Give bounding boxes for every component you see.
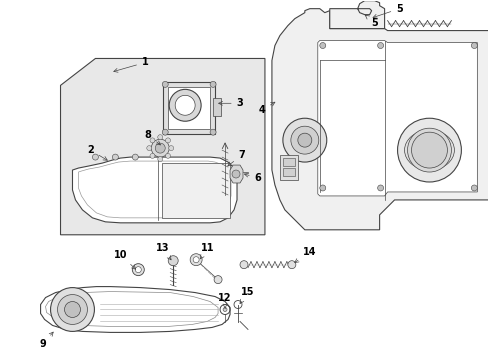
Circle shape	[407, 128, 450, 172]
Circle shape	[151, 139, 169, 157]
Bar	[283, 158, 294, 166]
Bar	[162, 163, 229, 218]
Ellipse shape	[404, 130, 453, 170]
Circle shape	[210, 129, 216, 135]
Circle shape	[190, 254, 202, 266]
Text: 11: 11	[200, 243, 214, 259]
Circle shape	[135, 267, 141, 273]
Circle shape	[158, 135, 163, 140]
Bar	[283, 168, 294, 176]
Circle shape	[112, 154, 118, 160]
Circle shape	[168, 146, 173, 150]
Circle shape	[210, 81, 216, 87]
Circle shape	[319, 42, 325, 49]
Circle shape	[150, 153, 155, 158]
Circle shape	[193, 257, 199, 263]
Circle shape	[168, 256, 178, 266]
Circle shape	[290, 126, 318, 154]
Polygon shape	[229, 165, 243, 183]
Circle shape	[158, 157, 163, 162]
Circle shape	[175, 95, 195, 115]
Text: 8: 8	[144, 130, 160, 145]
Bar	[163, 82, 215, 134]
Circle shape	[64, 302, 81, 318]
Text: 14: 14	[294, 247, 316, 262]
Circle shape	[232, 170, 240, 178]
Circle shape	[162, 81, 168, 87]
Text: 5: 5	[365, 15, 377, 28]
Polygon shape	[317, 41, 476, 196]
Circle shape	[283, 118, 326, 162]
Circle shape	[169, 89, 201, 121]
Text: 3: 3	[218, 98, 243, 108]
Circle shape	[162, 129, 168, 135]
Text: 5: 5	[372, 4, 402, 18]
Polygon shape	[72, 157, 237, 223]
Circle shape	[470, 185, 476, 191]
Circle shape	[377, 42, 383, 49]
Text: 10: 10	[113, 250, 136, 269]
Polygon shape	[41, 287, 229, 332]
Bar	[213, 98, 221, 116]
Polygon shape	[329, 1, 384, 28]
Bar	[279, 155, 297, 180]
Circle shape	[240, 261, 247, 269]
Text: 4: 4	[258, 102, 274, 115]
Circle shape	[319, 185, 325, 191]
Circle shape	[58, 294, 87, 324]
Text: 13: 13	[155, 243, 171, 260]
Circle shape	[146, 146, 151, 150]
Text: 6: 6	[244, 173, 261, 183]
Circle shape	[150, 138, 155, 143]
Circle shape	[223, 307, 226, 311]
Circle shape	[155, 143, 165, 153]
Text: 1: 1	[114, 58, 148, 72]
Text: 12: 12	[218, 293, 231, 308]
Polygon shape	[271, 9, 488, 230]
Circle shape	[397, 118, 461, 182]
Circle shape	[377, 185, 383, 191]
Text: 7: 7	[227, 150, 245, 166]
Circle shape	[50, 288, 94, 332]
Circle shape	[165, 153, 170, 158]
Polygon shape	[61, 58, 264, 235]
Circle shape	[132, 264, 144, 276]
Circle shape	[132, 154, 138, 160]
Circle shape	[470, 42, 476, 49]
Bar	[168, 87, 210, 129]
Circle shape	[165, 138, 170, 143]
Text: 15: 15	[240, 287, 254, 303]
Text: 2: 2	[87, 145, 107, 160]
Circle shape	[287, 261, 295, 269]
Text: 9: 9	[39, 332, 53, 349]
Circle shape	[297, 133, 311, 147]
Circle shape	[214, 276, 222, 284]
Circle shape	[411, 132, 447, 168]
Circle shape	[92, 154, 98, 160]
